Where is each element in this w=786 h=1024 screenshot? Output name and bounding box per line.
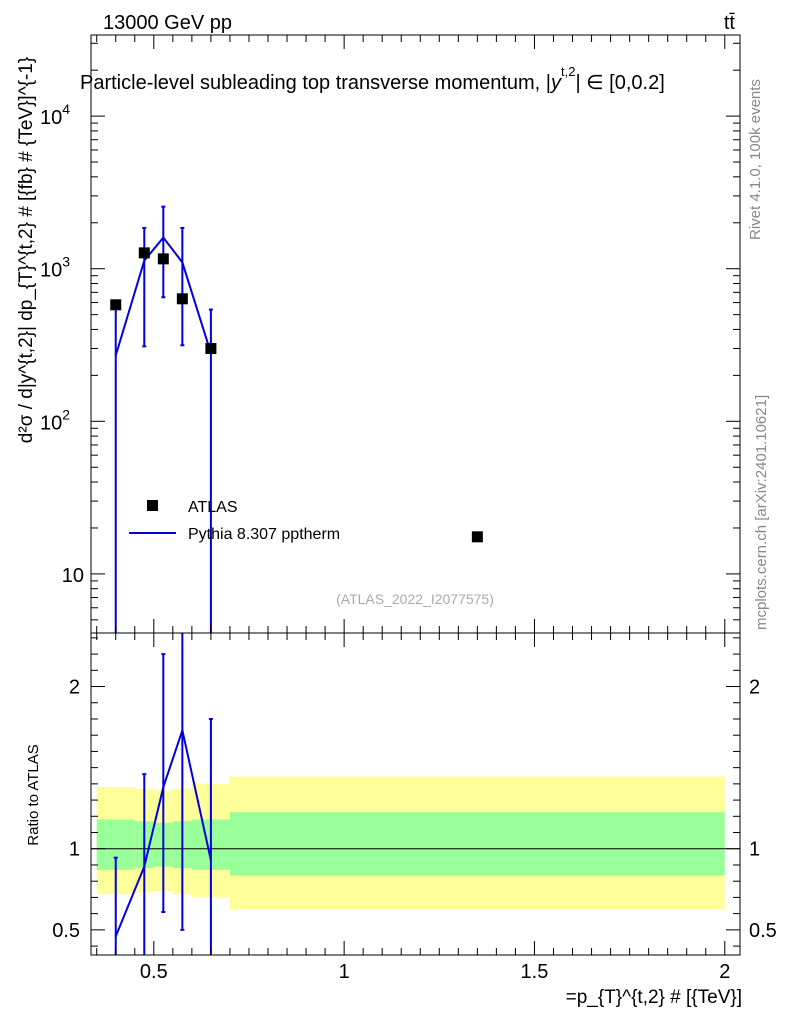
process-label: tt̄ bbox=[724, 12, 736, 34]
legend: ATLAS Pythia 8.307 pptherm bbox=[129, 499, 340, 543]
atlas-data-point bbox=[157, 253, 169, 265]
main-y-tick-label: 10 bbox=[62, 565, 84, 587]
ratio-y-tick-label-right: 2 bbox=[749, 677, 760, 699]
main-title-var: y bbox=[549, 72, 562, 94]
main-y-tick-label-base: 10 bbox=[40, 412, 62, 434]
ratio-bands bbox=[96, 776, 725, 910]
mcplots-label: mcplots.cern.ch [arXiv:2401.10621] bbox=[753, 395, 770, 630]
atlas-data-point bbox=[205, 342, 217, 354]
atlas-data-point bbox=[110, 299, 122, 311]
ratio-x-ticks: 0.5 1 1.5 2 bbox=[96, 633, 730, 983]
main-y-tick-label: 103 bbox=[40, 254, 70, 282]
main-title-sup: t,2 bbox=[561, 64, 575, 79]
main-y-tick-label-exp: 3 bbox=[62, 254, 70, 270]
main-y-tick-label-base: 10 bbox=[40, 260, 62, 282]
ratio-x-tick-label: 2 bbox=[719, 961, 730, 983]
ratio-x-tick-label: 0.5 bbox=[140, 961, 168, 983]
main-y-tick-label-base: 10 bbox=[62, 565, 84, 587]
atlas-data-point bbox=[138, 247, 150, 259]
main-x-ticks bbox=[96, 35, 726, 633]
ratio-frame bbox=[90, 632, 741, 956]
ratio-band-inner bbox=[229, 812, 725, 876]
main-y-tick-label-base: 10 bbox=[40, 107, 62, 129]
rivet-label: Rivet 4.1.0, 100k events bbox=[747, 79, 764, 240]
ratio-y-tick-label-left: 1 bbox=[69, 839, 80, 861]
legend-atlas-label: ATLAS bbox=[188, 499, 238, 516]
ratio-y-tick-label-right: 1 bbox=[749, 839, 760, 861]
main-y-tick-label: 102 bbox=[40, 406, 70, 434]
main-frame bbox=[90, 34, 741, 634]
watermark: (ATLAS_2022_I2077575) bbox=[336, 591, 494, 607]
ratio-y-tick-label-left: 0.5 bbox=[52, 920, 80, 942]
main-y-tick-label-exp: 4 bbox=[62, 101, 70, 117]
main-y-tick-label-exp: 2 bbox=[62, 406, 70, 422]
ratio-plot-panel: 0.5 0.5 1 1 2 2 0.5 1 1.5 2 Ratio to ATLAS =p_{T… bbox=[25, 632, 777, 1008]
legend-pythia-label: Pythia 8.307 pptherm bbox=[188, 526, 340, 543]
ratio-y-axis-label: Ratio to ATLAS bbox=[25, 744, 42, 845]
main-title-tail: | ∈ [0,0.2] bbox=[575, 72, 664, 94]
main-y-tick-label: 104 bbox=[40, 101, 70, 129]
main-title-text: Particle-level subleading top transverse… bbox=[80, 72, 551, 94]
ratio-x-tick-label: 1 bbox=[339, 961, 350, 983]
ratio-marks bbox=[113, 633, 213, 955]
main-y-axis-label: d²σ / d|y^{t,2}| dp_{T}^{t,2} # [{fb} # … bbox=[16, 57, 37, 443]
main-marks bbox=[110, 205, 483, 633]
atlas-data-point bbox=[176, 293, 188, 305]
ratio-x-tick-label: 1.5 bbox=[521, 961, 549, 983]
mc-line bbox=[114, 235, 212, 356]
atlas-data-point bbox=[471, 531, 483, 543]
main-title: Particle-level subleading top transverse… bbox=[80, 64, 665, 94]
energy-label: 13000 GeV pp bbox=[103, 12, 232, 34]
x-axis-label: =p_{T}^{t,2} # [{TeV}] bbox=[566, 987, 742, 1008]
legend-atlas-marker bbox=[147, 500, 158, 511]
ratio-mc-line bbox=[114, 726, 212, 937]
ratio-y-tick-label-right: 0.5 bbox=[749, 920, 777, 942]
ratio-y-tick-label-left: 2 bbox=[69, 677, 80, 699]
ratio-y-ticks: 0.5 0.5 1 1 2 2 bbox=[52, 637, 777, 947]
